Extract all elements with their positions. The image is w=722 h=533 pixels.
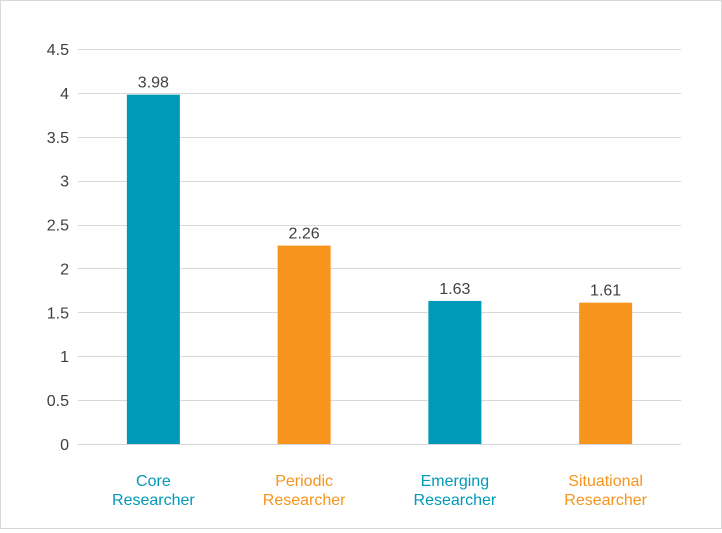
x-category-label: Situational Researcher [564,473,647,509]
y-tick-label: 1.5 [47,305,69,322]
y-tick-label: 4.5 [47,42,69,59]
y-tick-label: 0 [60,437,69,454]
data-label: 3.98 [138,75,169,92]
x-category-label-line: Researcher [414,492,497,509]
y-tick-label: 3 [60,174,69,191]
bar [579,303,632,444]
x-category-label-line: Periodic [275,473,333,490]
bars [127,95,632,444]
y-tick-label: 3.5 [47,130,69,147]
y-axis-tick-labels: 0 0.5 1 1.5 2 2.5 3 3.5 4 4.5 [47,42,69,454]
x-category-label: Periodic Researcher [263,473,346,509]
bar [428,301,481,444]
x-category-label-line: Emerging [421,473,489,490]
x-category-label-line: Researcher [112,492,195,509]
y-tick-label: 2 [60,261,69,278]
x-category-label: Emerging Researcher [414,473,497,509]
x-category-label-line: Researcher [263,492,346,509]
x-category-label-line: Core [136,473,171,490]
y-tick-label: 2.5 [47,218,69,235]
data-label: 2.26 [289,226,320,243]
data-labels: 3.98 2.26 1.63 1.61 [138,75,621,300]
y-tick-label: 0.5 [47,393,69,410]
data-label: 1.61 [590,283,621,300]
x-category-label-line: Situational [568,473,643,490]
y-tick-label: 1 [60,349,69,366]
x-category-label-line: Researcher [564,492,647,509]
data-label: 1.63 [439,281,470,298]
y-tick-label: 4 [60,86,69,103]
bar [278,246,331,444]
x-category-label: Core Researcher [112,473,195,509]
bar [127,95,180,444]
